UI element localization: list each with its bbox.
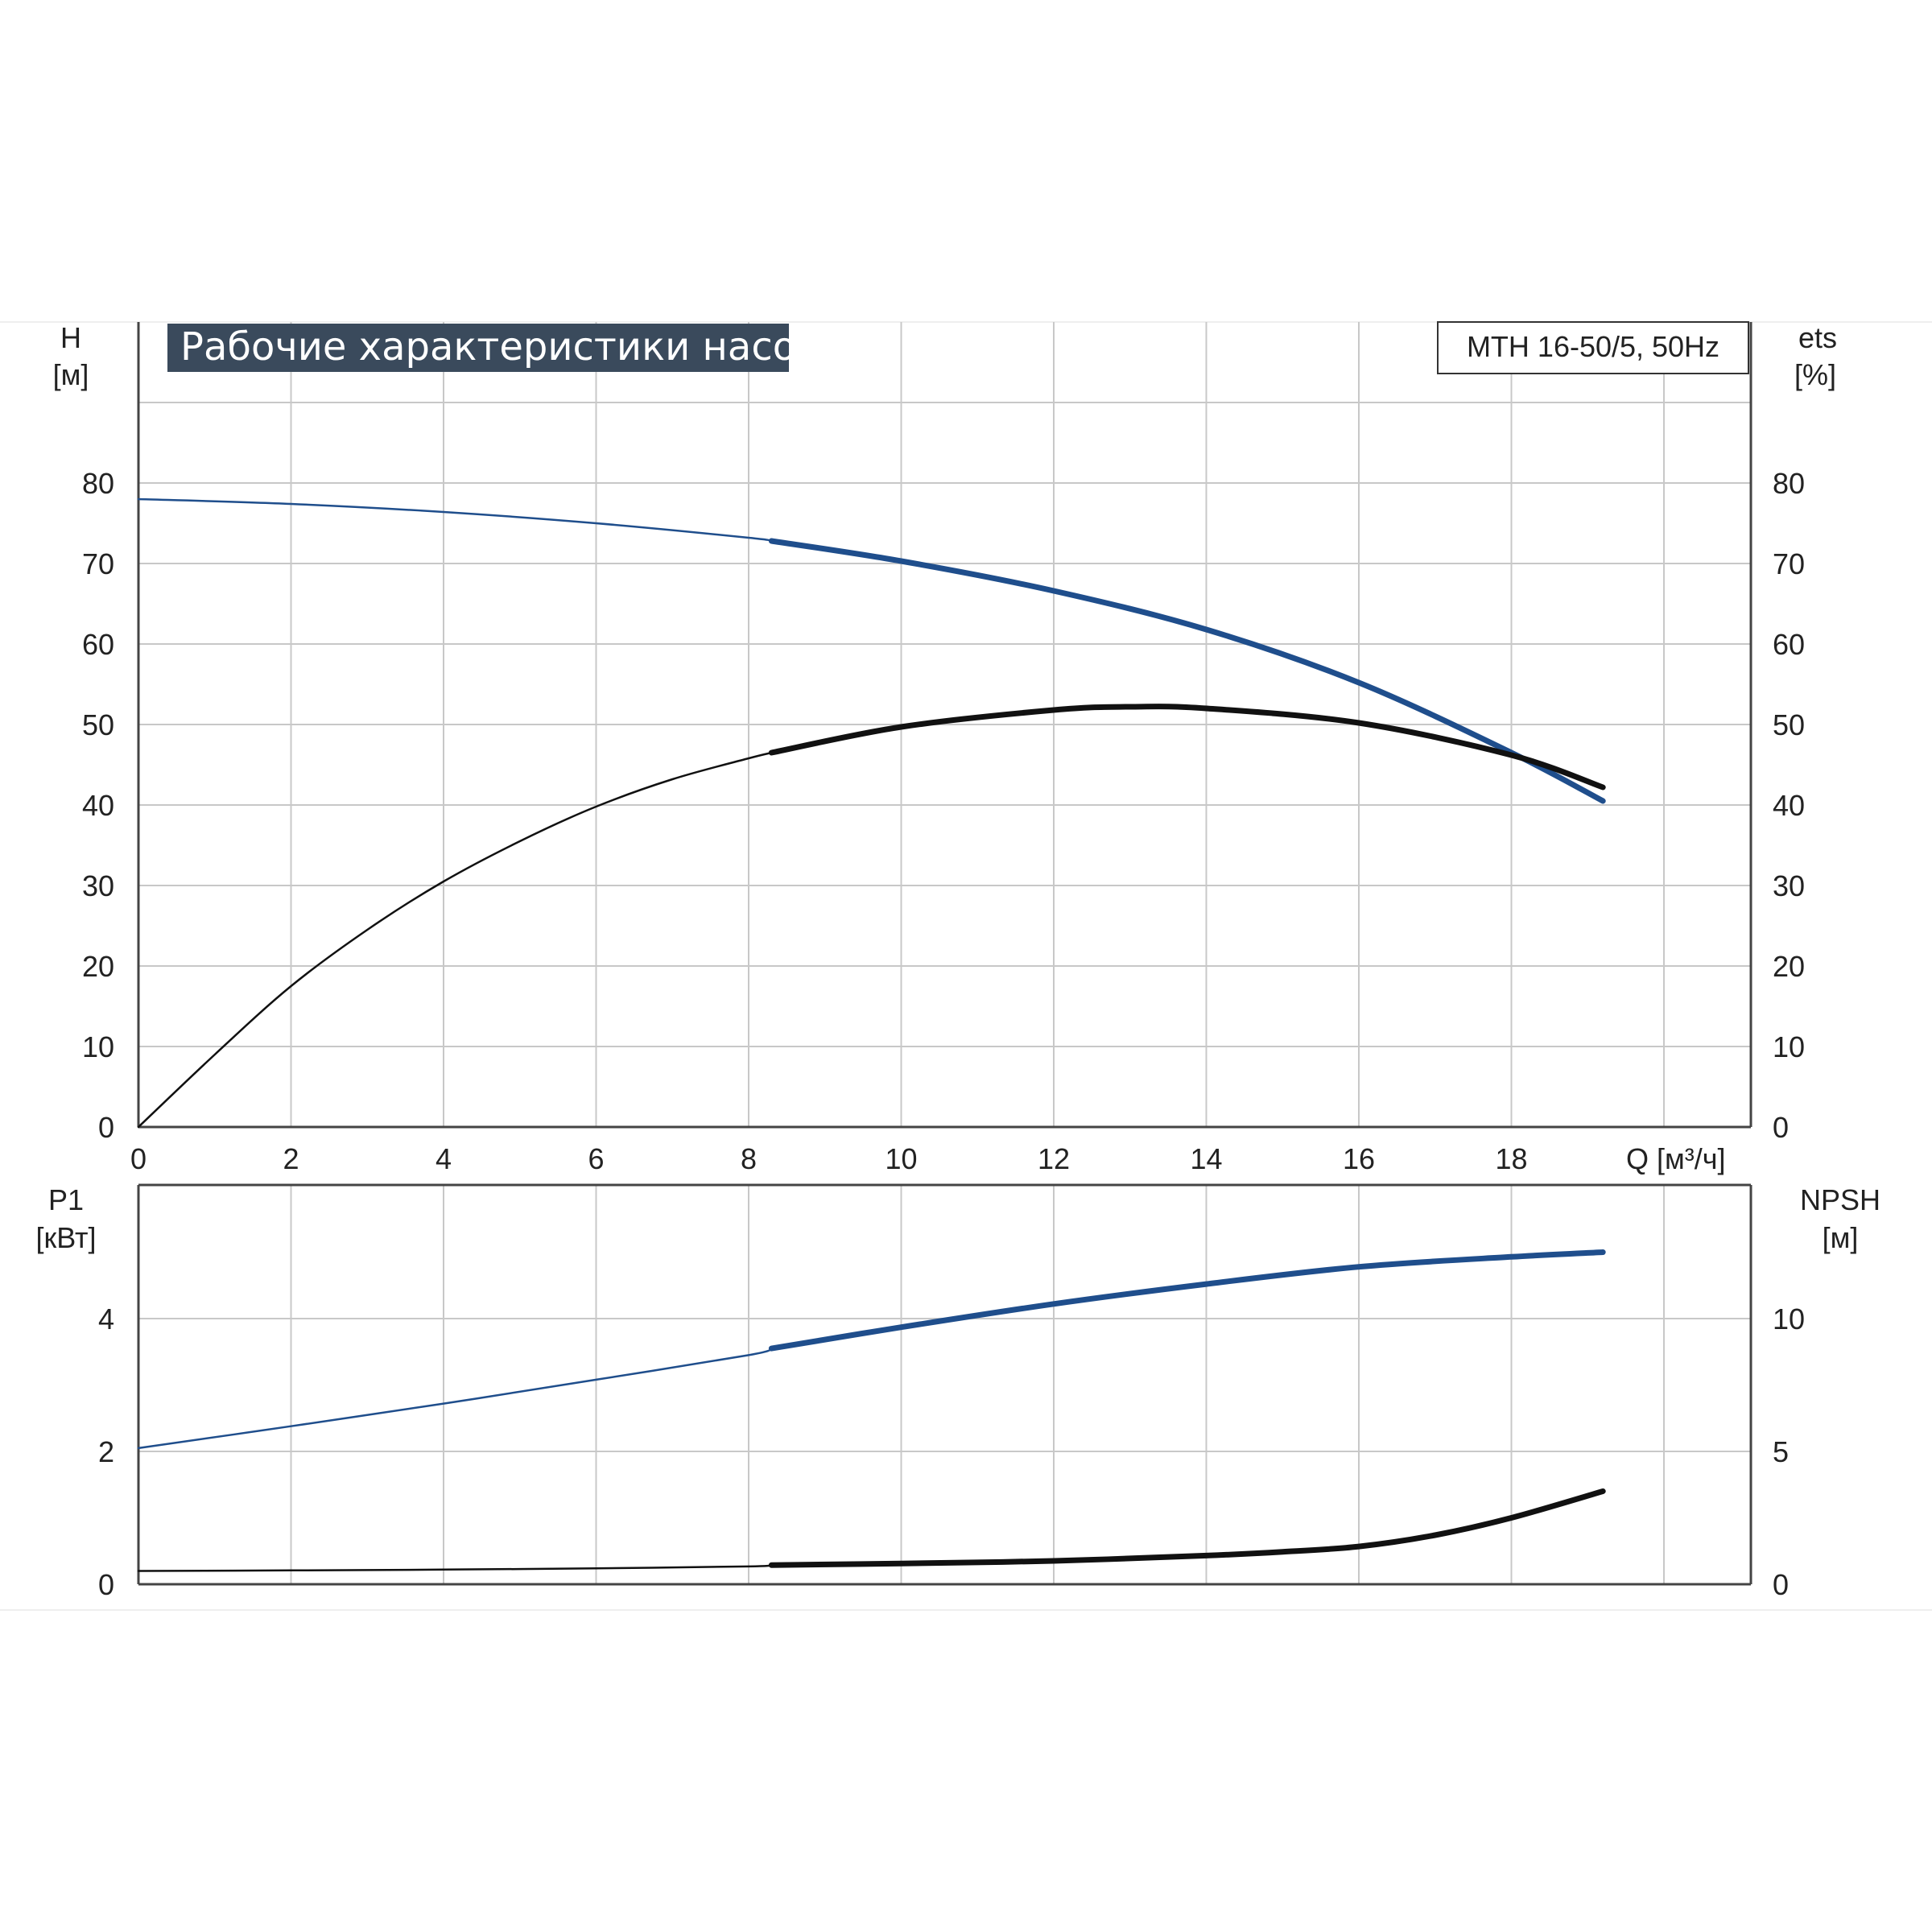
chart-title-box bbox=[167, 324, 789, 372]
npsh-curve-thick bbox=[768, 1488, 1606, 1568]
top-right-tick-label: 0 bbox=[1773, 1111, 1789, 1144]
bottom-left-tick-label: 2 bbox=[98, 1435, 114, 1468]
top-left-axis-unit: [м] bbox=[53, 358, 89, 391]
top-right-tick-label: 50 bbox=[1773, 708, 1805, 741]
x-tick-label: 14 bbox=[1190, 1142, 1222, 1175]
top-right-tick-label: 70 bbox=[1773, 547, 1805, 580]
model-label-box bbox=[1437, 321, 1749, 374]
chart-title: Рабочие характеристики насоса bbox=[180, 324, 841, 369]
top-right-axis-label: ets bbox=[1798, 321, 1837, 354]
head-curve-thin bbox=[137, 497, 773, 543]
top-left-tick-label: 0 bbox=[98, 1111, 114, 1144]
top-left-tick-label: 40 bbox=[82, 789, 114, 822]
x-tick-label: 16 bbox=[1343, 1142, 1375, 1175]
top-left-axis-label: H bbox=[60, 321, 81, 354]
x-tick-label: 10 bbox=[885, 1142, 917, 1175]
top-right-tick-label: 80 bbox=[1773, 467, 1805, 500]
x-tick-label: 12 bbox=[1038, 1142, 1070, 1175]
bottom-left-axis-unit: [кВт] bbox=[35, 1221, 96, 1254]
power-curve-thin bbox=[137, 1347, 773, 1450]
curves-layer bbox=[137, 497, 1606, 1572]
top-left-tick-label: 50 bbox=[82, 708, 114, 741]
x-tick-label: 6 bbox=[588, 1142, 604, 1175]
bottom-right-tick-label: 0 bbox=[1773, 1568, 1789, 1601]
top-right-tick-label: 40 bbox=[1773, 789, 1805, 822]
x-tick-label: 2 bbox=[283, 1142, 299, 1175]
top-left-tick-label: 20 bbox=[82, 950, 114, 983]
bottom-right-tick-label: 10 bbox=[1773, 1302, 1805, 1335]
bottom-panel-grid bbox=[137, 1183, 1752, 1586]
top-right-tick-label: 20 bbox=[1773, 950, 1805, 983]
power-curve-thick bbox=[768, 1249, 1606, 1352]
x-tick-label: 4 bbox=[436, 1142, 452, 1175]
x-axis-label: Q [м³/ч] bbox=[1626, 1142, 1726, 1175]
x-tick-label: 8 bbox=[741, 1142, 757, 1175]
efficiency-curve-thick bbox=[768, 704, 1606, 791]
top-left-tick-label: 60 bbox=[82, 628, 114, 661]
bottom-right-tick-label: 5 bbox=[1773, 1435, 1789, 1468]
head-curve-thick bbox=[768, 538, 1606, 804]
top-left-tick-label: 30 bbox=[82, 869, 114, 902]
bottom-right-axis-label: NPSH bbox=[1800, 1183, 1880, 1216]
top-left-tick-label: 80 bbox=[82, 467, 114, 500]
top-left-tick-label: 70 bbox=[82, 547, 114, 580]
efficiency-curve-thin bbox=[137, 751, 773, 1129]
top-right-tick-label: 60 bbox=[1773, 628, 1805, 661]
bottom-left-tick-label: 0 bbox=[98, 1568, 114, 1601]
model-label: MTH 16-50/5, 50Hz bbox=[1467, 330, 1719, 363]
top-right-tick-label: 10 bbox=[1773, 1030, 1805, 1063]
x-tick-label: 0 bbox=[130, 1142, 147, 1175]
npsh-curve-thin bbox=[137, 1563, 773, 1572]
top-left-tick-label: 10 bbox=[82, 1030, 114, 1063]
top-right-axis-unit: [%] bbox=[1794, 358, 1836, 391]
bottom-right-axis-unit: [м] bbox=[1823, 1221, 1859, 1254]
bottom-left-tick-label: 4 bbox=[98, 1302, 114, 1335]
bottom-left-axis-label: P1 bbox=[48, 1183, 84, 1216]
top-right-tick-label: 30 bbox=[1773, 869, 1805, 902]
x-tick-label: 18 bbox=[1495, 1142, 1527, 1175]
